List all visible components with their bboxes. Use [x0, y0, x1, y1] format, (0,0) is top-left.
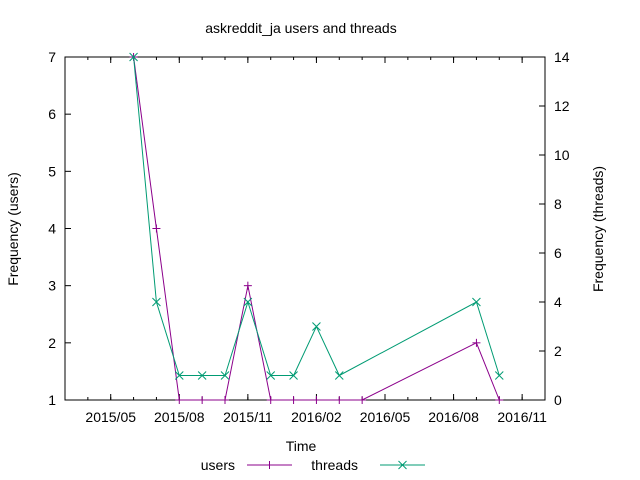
y-left-tick-label: 4 [48, 221, 56, 237]
y-right-tick-label: 12 [554, 98, 570, 114]
data-point-threads [312, 322, 321, 331]
data-point-threads [472, 297, 481, 307]
x-tick-label: 2015/08 [154, 409, 205, 425]
x-tick-label: 2015/11 [223, 409, 273, 425]
y-right-tick-label: 2 [554, 343, 562, 359]
y-left-tick-label: 7 [48, 49, 56, 65]
x-tick-label: 2016/11 [497, 409, 547, 425]
data-point-threads [197, 371, 207, 380]
data-point-users [266, 396, 275, 404]
data-point-threads [152, 297, 161, 307]
data-point-threads [174, 371, 184, 380]
series-line-users [133, 56, 500, 401]
legend-label-threads: threads [311, 457, 358, 473]
data-point-threads [266, 371, 276, 380]
data-point-users [221, 396, 229, 404]
y-right-tick-label: 14 [554, 49, 570, 65]
data-point-users [335, 396, 344, 404]
y-axis-label-left: Frequency (users) [5, 172, 21, 286]
data-point-threads [334, 371, 344, 380]
chart-title: askreddit_ja users and threads [205, 20, 396, 36]
x-axis-label: Time [286, 438, 317, 454]
data-point-users [472, 338, 481, 347]
y-right-tick-label: 4 [554, 294, 562, 310]
y-axis-label-right: Frequency (threads) [590, 166, 606, 292]
data-point-threads [220, 371, 230, 380]
y-right-tick-label: 10 [554, 147, 570, 163]
data-point-users [312, 396, 321, 404]
data-point-threads [494, 371, 504, 380]
series-line-threads [133, 56, 500, 377]
y-right-tick-label: 0 [554, 392, 562, 408]
y-left-tick-label: 3 [48, 278, 56, 294]
data-point-users [198, 396, 207, 404]
y-left-tick-label: 5 [48, 163, 56, 179]
data-point-users [243, 281, 252, 290]
legend-marker-users [265, 461, 274, 469]
data-point-users [175, 396, 184, 404]
x-tick-label: 2016/05 [360, 409, 411, 425]
data-point-users [358, 396, 367, 404]
data-point-users [495, 396, 504, 404]
legend: users threads [201, 457, 425, 473]
legend-label-users: users [201, 457, 235, 473]
x-tick-label: 2016/02 [291, 409, 342, 425]
y-left-tick-label: 1 [48, 392, 56, 408]
data-point-threads [289, 371, 298, 380]
data-point-users [289, 396, 298, 404]
data-point-threads [243, 297, 253, 307]
data-point-threads [129, 52, 138, 62]
y-left-tick-label: 2 [48, 335, 56, 351]
y-right-tick-label: 6 [554, 245, 562, 261]
y-right-tick-label: 8 [554, 196, 562, 212]
plot-frame [64, 56, 546, 401]
data-point-users [152, 224, 161, 233]
x-tick-label: 2015/05 [85, 409, 136, 425]
legend-marker-threads [398, 460, 407, 470]
series-layer [129, 52, 504, 404]
y-left-tick-label: 6 [48, 106, 56, 122]
x-tick-label: 2016/08 [428, 409, 479, 425]
